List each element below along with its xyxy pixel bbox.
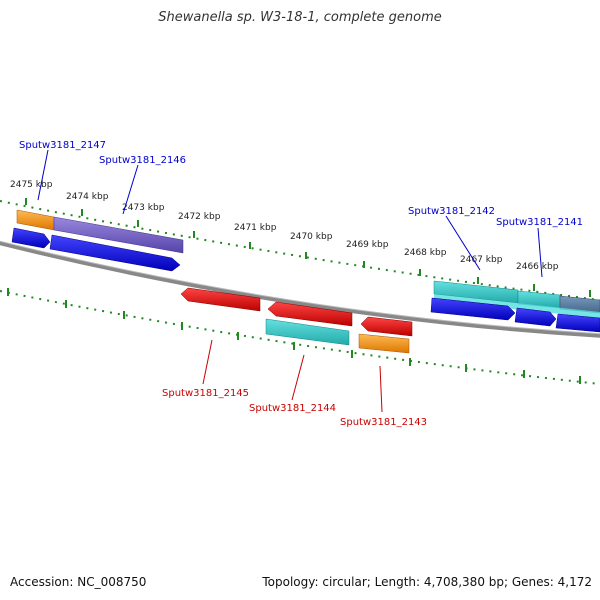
scale-label: 2470 kbp: [290, 232, 333, 242]
scale-label: 2472 kbp: [178, 212, 221, 222]
scale-label: 2475 kbp: [10, 180, 53, 190]
lower-scale-line: [0, 290, 600, 385]
scale-label: 2468 kbp: [404, 248, 447, 258]
accession-label: Accession: NC_008750: [10, 575, 147, 589]
scale-labels: 2475 kbp 2474 kbp 2473 kbp 2472 kbp 2471…: [10, 180, 559, 272]
upper-scale-line: [0, 200, 600, 301]
gene-arrow-cyan[interactable]: [434, 294, 600, 318]
gene-arrow-blue[interactable]: [49, 234, 181, 272]
gene-label[interactable]: Sputw3181_2145: [162, 388, 249, 399]
gene-arrow-blue[interactable]: [514, 307, 557, 327]
gene-bar-purple[interactable]: [53, 216, 184, 254]
bottom-gene-labels: Sputw3181_2145 Sputw3181_2144 Sputw3181_…: [162, 339, 427, 428]
gene-label[interactable]: Sputw3181_2146: [99, 155, 186, 166]
gene-label[interactable]: Sputw3181_2144: [249, 403, 336, 414]
scale-label: 2466 kbp: [516, 262, 559, 272]
scale-label: 2467 kbp: [460, 255, 503, 265]
lower-scale-ticks: [7, 288, 581, 384]
gene-label[interactable]: Sputw3181_2147: [19, 140, 106, 151]
scale-label: 2469 kbp: [346, 240, 389, 250]
gene-arrow-red[interactable]: [180, 287, 261, 312]
upper-scale-ticks: [25, 198, 591, 297]
reverse-genes: [180, 287, 413, 354]
gene-label[interactable]: Sputw3181_2141: [496, 217, 583, 228]
genome-backbone: [0, 241, 600, 338]
gene-label[interactable]: Sputw3181_2143: [340, 417, 427, 428]
scale-label: 2473 kbp: [122, 203, 165, 213]
forward-genes: [11, 209, 600, 333]
gene-bar-orange[interactable]: [358, 333, 410, 354]
gene-bar-cyan[interactable]: [265, 318, 350, 346]
gene-arrow-red[interactable]: [360, 316, 413, 337]
gene-bar-orange[interactable]: [16, 209, 55, 231]
topology-label: Topology: circular; Length: 4,708,380 bp…: [262, 575, 592, 589]
scale-label: 2474 kbp: [66, 192, 109, 202]
gene-arrow-blue[interactable]: [11, 227, 51, 249]
gene-label[interactable]: Sputw3181_2142: [408, 206, 495, 217]
genome-backbone-highlight: [0, 240, 600, 335]
gene-arrow-red[interactable]: [267, 301, 353, 327]
top-gene-labels: Sputw3181_2147 Sputw3181_2146 Sputw3181_…: [19, 140, 583, 278]
gene-arrow-blue[interactable]: [430, 297, 516, 321]
scale-label: 2471 kbp: [234, 223, 277, 233]
map-title: Shewanella sp. W3-18-1, complete genome: [158, 10, 442, 25]
gene-arrow-blue[interactable]: [555, 313, 600, 333]
